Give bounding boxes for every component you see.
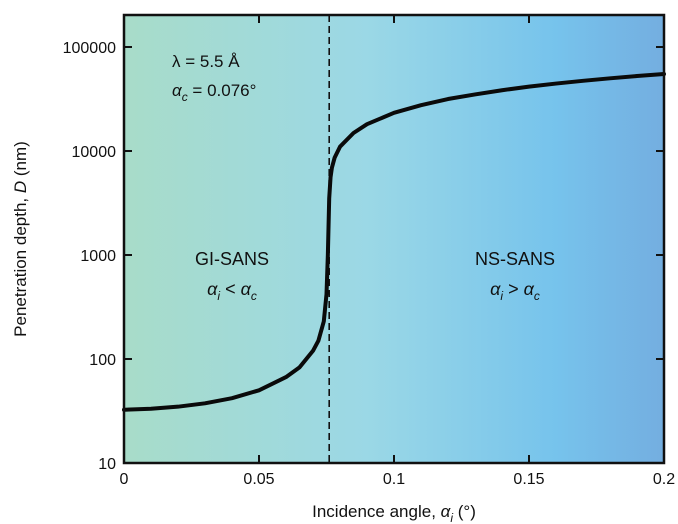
alpha-symbol: α xyxy=(441,502,452,521)
alpha-symbol: α xyxy=(241,279,252,299)
alpha-subscript: c xyxy=(182,90,188,104)
x-tick-label: 0.15 xyxy=(513,471,544,488)
alpha-symbol: α xyxy=(172,81,183,100)
penetration-depth-curve xyxy=(122,72,666,412)
y-tick-label: 1000 xyxy=(80,248,116,265)
y-axis-label: Penetration depth, D (nm) xyxy=(11,141,30,337)
x-axis-label: Incidence angle, αi (°) xyxy=(312,502,476,524)
alpha-subscript: i xyxy=(500,289,503,303)
y-tick-label: 10 xyxy=(98,456,116,473)
x-axis-unit: (°) xyxy=(453,502,476,521)
nssans-title: NS-SANS xyxy=(475,249,555,269)
alpha-subscript: c xyxy=(534,289,540,303)
y-tick-label: 100 xyxy=(89,352,116,369)
critical-value: = 0.076° xyxy=(188,81,257,100)
alpha-symbol: α xyxy=(524,279,535,299)
x-axis-label-text: Incidence angle, xyxy=(312,502,441,521)
wavelength-annotation: λ = 5.5 Å xyxy=(172,52,240,71)
tick-labels: 0 0.05 0.1 0.15 0.2 10 100 1000 10000 100000 xyxy=(63,40,676,488)
comparison-operator: < xyxy=(220,279,241,299)
alpha-symbol: α xyxy=(207,279,218,299)
critical-angle-annotation: αc = 0.076° xyxy=(172,81,256,104)
plot-frame xyxy=(122,13,666,465)
x-tick-label: 0 xyxy=(120,471,129,488)
d-symbol: D xyxy=(11,181,30,193)
y-axis-unit: (nm) xyxy=(11,141,30,181)
gisans-condition: αi < αc xyxy=(207,279,257,303)
alpha-symbol: α xyxy=(490,279,501,299)
x-tick-label: 0.05 xyxy=(243,471,274,488)
y-tick-label: 100000 xyxy=(63,40,116,57)
comparison-operator: > xyxy=(503,279,524,299)
x-tick-label: 0.1 xyxy=(383,471,405,488)
y-axis-label-text: Penetration depth, xyxy=(11,193,30,337)
x-tick-label: 0.2 xyxy=(653,471,675,488)
alpha-subscript: i xyxy=(217,289,220,303)
plot-background xyxy=(124,15,664,463)
gisans-title: GI-SANS xyxy=(195,249,269,269)
alpha-subscript: c xyxy=(251,289,257,303)
alpha-subscript: i xyxy=(450,511,453,524)
nssans-condition: αi > αc xyxy=(490,279,540,303)
y-tick-label: 10000 xyxy=(72,144,117,161)
